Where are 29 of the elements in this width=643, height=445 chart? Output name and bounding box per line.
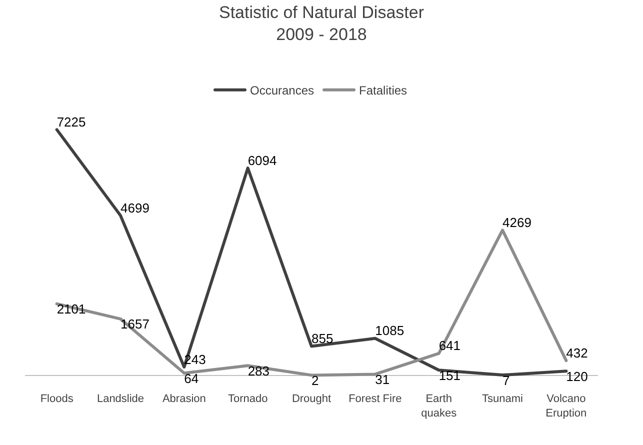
- data-label: 283: [248, 363, 270, 378]
- data-label: 2: [312, 372, 319, 388]
- x-tick-label: Forest Fire: [348, 393, 402, 405]
- x-tick-label: Earth quakes: [421, 393, 458, 420]
- data-label: 120: [566, 368, 588, 384]
- data-label: 7: [502, 372, 510, 388]
- data-label: 2101: [56, 302, 86, 317]
- data-label: 64: [184, 370, 199, 386]
- data-label: 855: [312, 330, 334, 346]
- data-label: 6094: [248, 152, 277, 168]
- data-label: 31: [375, 372, 390, 387]
- data-label: 1085: [375, 323, 404, 338]
- chart-title: Statistic of Natural Disaster 2009 - 2018: [218, 2, 424, 44]
- data-label: 7225: [56, 114, 86, 130]
- x-tick-label: Drought: [292, 393, 332, 405]
- x-tick-label: Abrasion: [162, 393, 206, 405]
- data-label: 1657: [120, 316, 150, 332]
- x-tick-label: Volcano Eruption: [546, 393, 587, 420]
- x-tick-label: Tornado: [228, 393, 268, 405]
- legend-label: Occurances: [250, 84, 314, 98]
- x-tick-label: Floods: [40, 393, 74, 405]
- data-label: 432: [566, 345, 588, 360]
- data-label: 641: [438, 338, 461, 354]
- legend-label: Fatalities: [359, 84, 408, 98]
- data-label: 4269: [502, 214, 532, 230]
- data-label: 151: [438, 368, 461, 383]
- data-label: 4699: [120, 200, 150, 216]
- x-tick-label: Tsunami: [482, 393, 523, 405]
- x-tick-label: Landslide: [96, 393, 144, 405]
